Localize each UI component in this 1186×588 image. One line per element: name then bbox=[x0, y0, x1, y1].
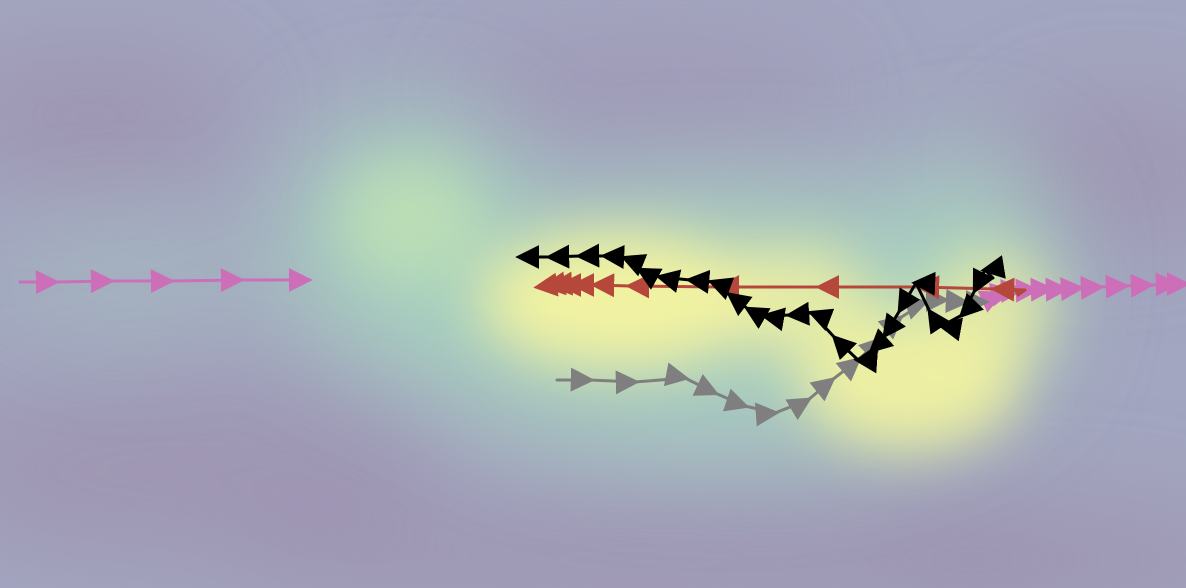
trajectories-layer bbox=[18, 243, 1186, 427]
trajectory-pink-left bbox=[18, 268, 313, 295]
trajectory-black bbox=[515, 243, 1006, 374]
